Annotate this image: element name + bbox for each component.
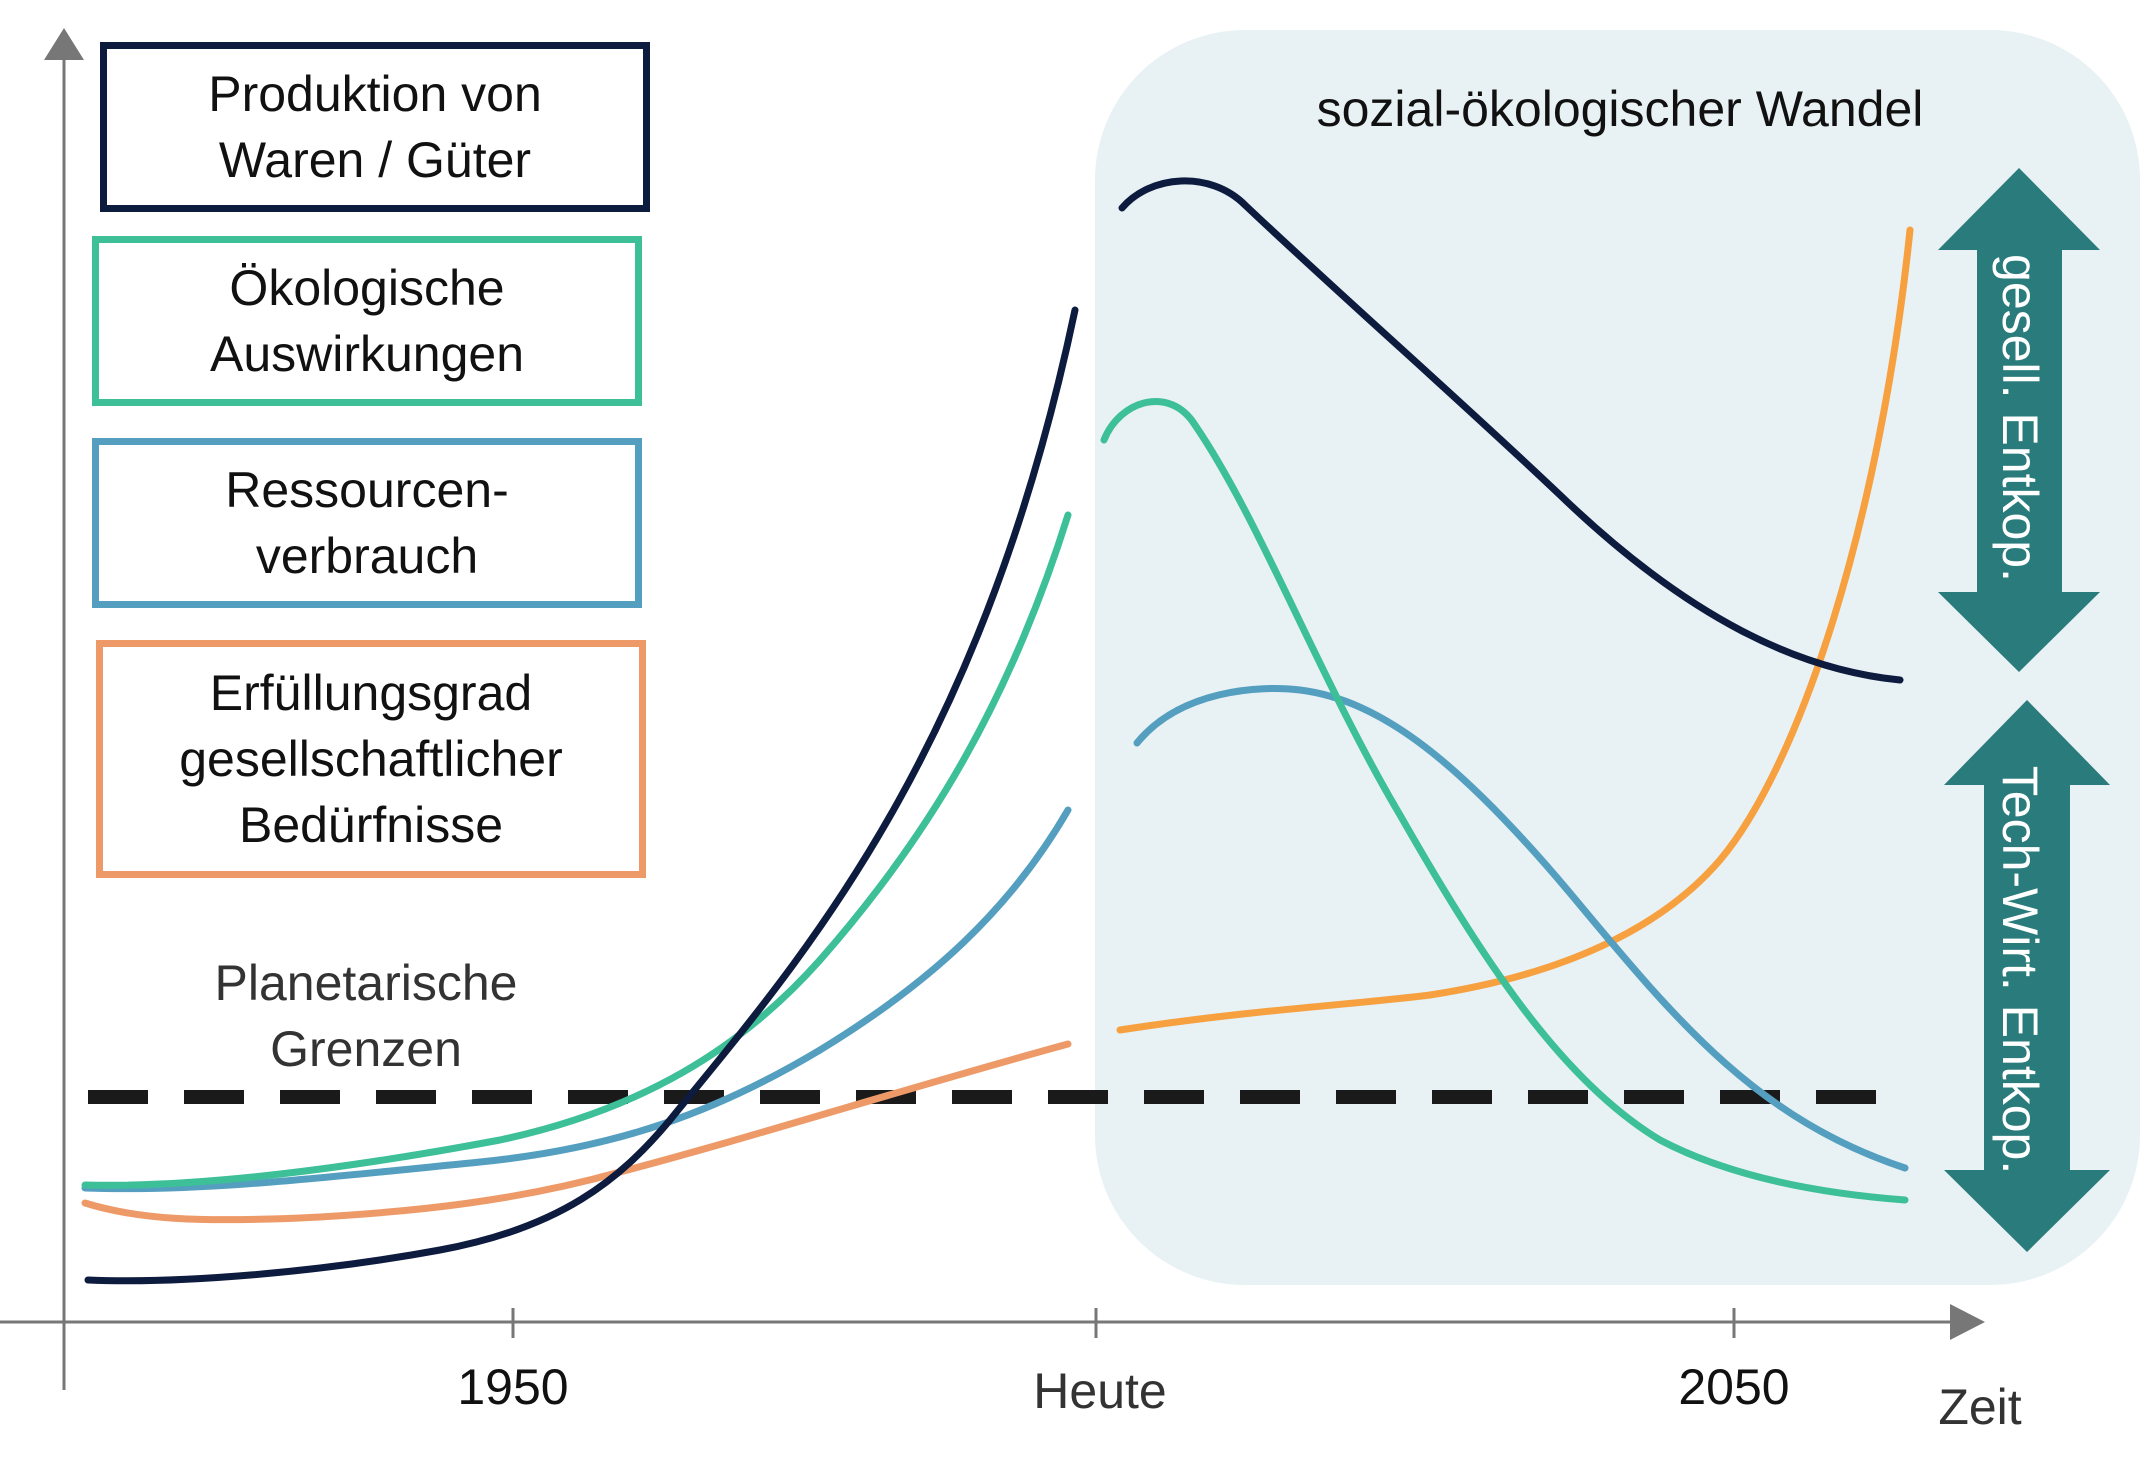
legend-box-needs: Erfüllungsgrad gesellschaftlicher Bedürf… — [96, 640, 646, 878]
needs-curve-historical — [81, 1040, 1072, 1224]
boundaries-line-2: Grenzen — [270, 1021, 462, 1077]
legend-resource-line-2: verbrauch — [255, 528, 479, 584]
needs-curve-future — [1116, 226, 1914, 1034]
production-curve-historical — [84, 306, 1079, 1285]
legend-box-resource: Ressourcen- verbrauch — [92, 438, 642, 608]
ecological-curve-historical — [81, 511, 1072, 1189]
social-decoupling-label: gesell. Entkop. — [1992, 254, 2048, 582]
legend-needs-line-2: gesellschaftlicher — [179, 731, 563, 787]
legend-box-production: Produktion von Waren / Güter — [100, 42, 650, 212]
production-curve-future — [1118, 177, 1904, 684]
tech-decoupling-arrow — [1944, 700, 2110, 1252]
axes — [0, 28, 1985, 1390]
legend-needs-line-1: Erfüllungsgrad — [209, 665, 533, 721]
transition-region — [1095, 30, 2140, 1285]
y-axis-arrowhead — [44, 28, 84, 60]
x-tick-label-heute: Heute — [1033, 1363, 1167, 1419]
legend-needs-line-3: Bedürfnisse — [238, 797, 504, 853]
x-axis-arrowhead — [1950, 1304, 1985, 1340]
transition-title: sozial-ökologischer Wandel — [1316, 81, 1924, 137]
legend-box-ecological: Ökologische Auswirkungen — [92, 236, 642, 406]
x-axis-label: Zeit — [1938, 1379, 2022, 1435]
legend-resource-line-1: Ressourcen- — [225, 462, 509, 518]
legend-production-line-1: Produktion von — [208, 66, 542, 122]
boundaries-line-1: Planetarische — [214, 955, 518, 1011]
legend-ecological-line-1: Ökologische — [229, 260, 505, 316]
x-tick-label-1950: 1950 — [457, 1359, 569, 1415]
resource-curve-historical — [81, 806, 1072, 1193]
x-tick-label-2050: 2050 — [1678, 1359, 1790, 1415]
tech-decoupling-label: Tech-Wirt. Entkop. — [1992, 765, 2048, 1175]
resource-curve-future — [1133, 685, 1909, 1172]
legend-production-line-2: Waren / Güter — [218, 132, 532, 188]
ecological-curve-future — [1100, 397, 1909, 1204]
social-decoupling-arrow — [1938, 168, 2100, 672]
legend-ecological-line-2: Auswirkungen — [209, 326, 525, 382]
planetary-boundaries-label: Planetarische Grenzen — [166, 950, 566, 1082]
